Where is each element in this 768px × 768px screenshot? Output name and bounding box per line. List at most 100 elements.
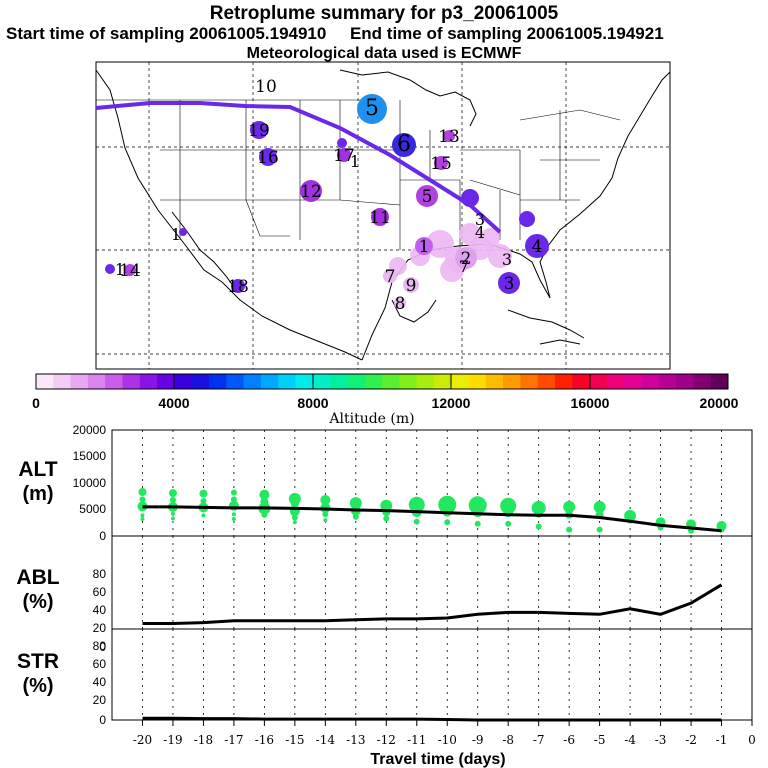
- plume-marker: [394, 297, 406, 309]
- alt-ytick: 20000: [73, 423, 107, 437]
- x-tick-label: -16: [255, 733, 274, 747]
- alt-scatter-point: [170, 516, 175, 521]
- alt-ytick: 5000: [79, 502, 106, 516]
- colorbar-tick: 4000: [158, 395, 189, 411]
- alt-scatter-point: [596, 526, 603, 533]
- colorbar-tick: 16000: [571, 395, 610, 411]
- alt-scatter-point: [566, 526, 573, 533]
- plume-point-label: 4: [475, 223, 485, 242]
- colorbar-swatch: [347, 374, 366, 389]
- x-tick-label: 0: [748, 733, 756, 747]
- alt-scatter-point: [624, 509, 637, 522]
- plume-cloud: [426, 230, 454, 258]
- plume-marker: [337, 148, 351, 162]
- x-axis-ticks: -20 -19 -18 -17 -16 -15 -14 -13 -12 -11 -10 -9 -8 -7-…: [133, 720, 756, 747]
- alt-scatter-point: [201, 513, 206, 518]
- colorbar-swatch: [330, 374, 348, 389]
- alt-scatter-point: [230, 496, 237, 503]
- colorbar-swatch: [641, 374, 660, 389]
- x-tick-label: -18: [194, 733, 213, 747]
- colorbar-swatch: [693, 374, 712, 389]
- x-tick-label: -11: [407, 733, 426, 747]
- alt-ytick: 15000: [73, 449, 107, 463]
- colorbar-swatch: [139, 374, 158, 389]
- str-unit: (%): [22, 675, 53, 697]
- mean-trajectory: [95, 101, 502, 234]
- str-ytick: 80: [93, 639, 107, 653]
- plume-marker: [179, 228, 187, 236]
- plume-point-label: 9: [406, 276, 417, 296]
- colorbar-swatch: [485, 374, 504, 389]
- alt-y-ticks: 20000 15000 10000 5000 0: [73, 423, 107, 543]
- panel-dashed-gridlines: [142, 430, 753, 720]
- plume-point-label: 1: [115, 260, 125, 279]
- abl-ytick: 40: [93, 603, 107, 617]
- plume-point-label: 16: [257, 148, 279, 168]
- plume-marker: [371, 208, 389, 226]
- alt-scatter-point: [383, 515, 390, 522]
- plume-point-label: 1: [350, 152, 360, 171]
- colorbar-swatch: [520, 374, 539, 389]
- alt-scatter-point: [352, 513, 359, 520]
- alt-scatter-point: [259, 489, 270, 500]
- plume-marker: [337, 138, 347, 148]
- plume-point-label: 14: [119, 261, 141, 281]
- colorbar-swatch: [243, 374, 262, 389]
- alt-scatter-point: [230, 489, 237, 496]
- alt-scatter-point: [320, 494, 331, 505]
- x-tick-label: -5: [594, 733, 606, 747]
- alt-scatter-point: [200, 498, 207, 505]
- alt-unit: (m): [22, 483, 53, 505]
- plume-point-label: 17: [333, 146, 355, 166]
- str-series-line: [142, 716, 722, 722]
- alt-scatter-point: [593, 500, 606, 513]
- colorbar-swatch: [87, 374, 106, 389]
- x-tick-label: -8: [502, 733, 514, 747]
- plume-point-label: 7: [385, 267, 396, 287]
- plume-point-label: 3: [504, 274, 515, 294]
- abl-y-ticks: 80 60 40 20 0: [93, 567, 107, 654]
- plume-marker: [519, 211, 535, 227]
- x-tick-label: -4: [624, 733, 636, 747]
- alt-series-line: [142, 505, 722, 533]
- x-tick-label: -12: [377, 733, 396, 747]
- plume-point-label: 2: [461, 249, 472, 269]
- altitude-colorbar: 0 4000 8000 12000 16000 20000 Altitude (…: [32, 373, 739, 427]
- plume-cloud: [459, 223, 481, 245]
- x-tick-label: -17: [224, 733, 243, 747]
- plume-point-label: 18: [227, 277, 249, 297]
- colorbar-swatch: [226, 374, 244, 389]
- x-axis-label: Travel time (days): [370, 751, 505, 768]
- alt-scatter-point: [535, 523, 542, 530]
- colorbar-swatch: [399, 374, 417, 389]
- str-ytick: 40: [93, 675, 107, 689]
- alt-scatter-point: [292, 520, 297, 525]
- alt-scatter-point: [261, 511, 268, 518]
- abl-series-line: [142, 583, 723, 625]
- plume-point-label: 8: [395, 294, 406, 314]
- colorbar-swatch: [555, 374, 573, 389]
- colorbar-swatch: [382, 374, 400, 389]
- str-y-ticks: 80 60 40 20 0: [93, 639, 107, 727]
- colorbar-tick: 8000: [297, 395, 328, 411]
- plume-point-label: 3: [502, 250, 512, 269]
- plume-marker: [231, 279, 245, 293]
- alt-scatter-point: [170, 511, 175, 516]
- alt-scatter-point: [199, 489, 208, 498]
- alt-panel-frame: [111, 429, 753, 537]
- x-tick-label: -20: [133, 733, 152, 747]
- x-tick-label: -1: [716, 733, 728, 747]
- plume-point-label: 10: [255, 77, 277, 97]
- str-panel-frame: [111, 628, 753, 721]
- colorbar-swatch: [537, 374, 556, 389]
- plume-point-label: 5: [365, 96, 379, 121]
- alt-label: ALT: [18, 458, 57, 481]
- x-tick-label: -15: [285, 733, 304, 747]
- colorbar-swatch: [451, 374, 469, 389]
- alt-scatter-point: [290, 499, 299, 508]
- alt-scatter-point: [231, 517, 236, 522]
- alt-scatter-point: [169, 496, 176, 503]
- plume-point-label: 4: [532, 237, 543, 257]
